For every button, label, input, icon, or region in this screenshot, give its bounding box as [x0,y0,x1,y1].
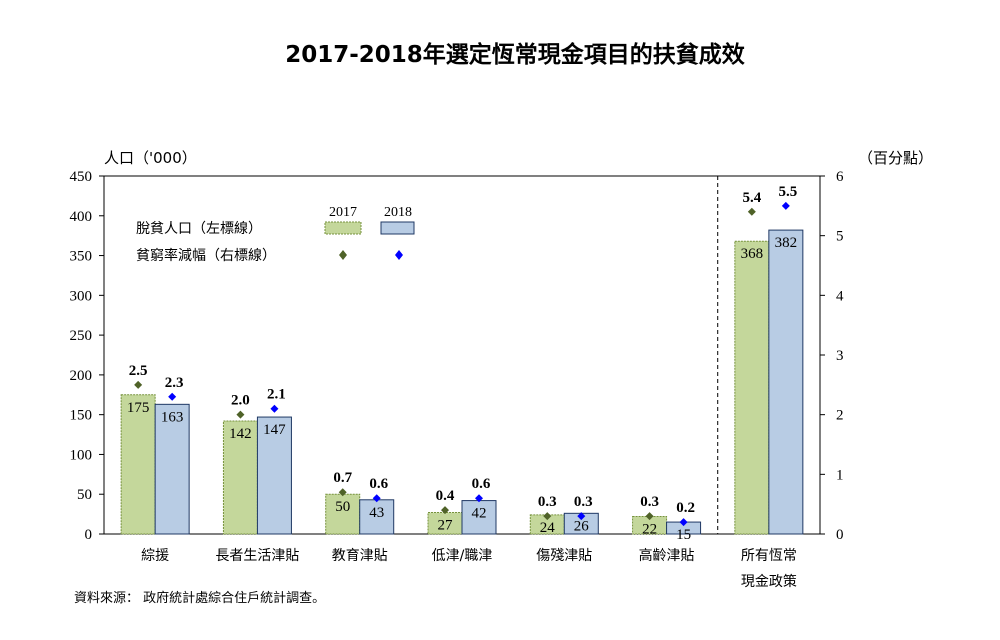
y-left-tick-label: 450 [70,169,93,185]
y-right-tick-label: 1 [836,467,844,483]
legend-year-2017: 2017 [329,205,357,220]
point-value-label-2018-2: 0.6 [369,476,388,492]
point-2017-5 [645,512,654,521]
bar-value-label-2018-0: 163 [161,409,184,425]
y-left-tick-label: 350 [70,249,93,265]
point-value-label-2017-2: 0.7 [333,470,352,486]
y-right-tick-label: 5 [836,229,844,245]
point-2018-2 [372,494,381,503]
point-2018-3 [475,494,483,503]
y-right-tick-label: 3 [836,348,844,364]
point-2017-4 [543,512,552,521]
point-2018-5 [679,518,688,527]
y-right-tick-label: 0 [836,527,844,543]
point-2017-0 [134,380,143,389]
bar-value-label-2017-3: 27 [438,518,454,534]
point-2017-2 [338,488,347,497]
category-label-2: 教育津貼 [332,548,388,564]
point-value-label-2017-0: 2.5 [129,363,148,379]
point-value-label-2017-5: 0.3 [640,494,659,510]
legend-swatch-2017 [324,221,362,235]
bar-value-label-2017-0: 175 [127,400,150,416]
point-2017-6 [747,207,756,216]
point-value-label-2017-3: 0.4 [436,488,455,504]
point-2018-4 [577,512,586,521]
legend-label-poverty-rate: 貧窮率減幅（右標線） [136,247,276,264]
legend-swatch-2018 [380,221,415,235]
point-value-label-2018-5: 0.2 [676,500,695,516]
bar-value-label-2017-1: 142 [229,426,252,442]
y-left-tick-label: 200 [70,368,93,384]
legend: 2017 2018 脫貧人口（左標線） 貧窮率減幅（右標線） [136,205,415,264]
y-left-tick-label: 250 [70,328,93,344]
bar-2018-6 [768,229,804,535]
bar-value-label-2018-4: 26 [574,518,590,534]
category-label-0: 綜援 [141,548,169,564]
y-left-tick-label: 100 [70,447,93,463]
bar-value-label-2018-5: 15 [676,527,691,543]
bar-value-label-2018-1: 147 [263,422,286,438]
bar-2018-2 [359,499,395,535]
bar-2018-1 [256,416,292,535]
bar-2017-6 [734,240,770,535]
point-value-label-2018-0: 2.3 [165,375,184,391]
bar-2017-2 [325,493,361,535]
y-left-tick-label: 300 [70,288,93,304]
point-value-label-2018-6: 5.5 [778,184,797,200]
y-left-tick-label: 0 [85,527,93,543]
bar-2018-0 [154,403,190,535]
plot-area: 0 50 100 150 200 250 300 350 400 450 0 1 2 3 4 5 6 175 163… [70,169,845,590]
point-2018-0 [168,392,177,401]
category-label-1: 長者生活津貼 [215,548,299,564]
point-2018-1 [270,404,279,413]
y-right-tick-label: 4 [836,288,844,304]
point-value-label-2017-6: 5.4 [742,190,761,206]
y-right-tick-label: 2 [836,408,844,424]
bar-value-label-2017-2: 50 [335,499,350,515]
bar-value-label-2018-2: 43 [369,505,384,521]
point-value-label-2018-1: 2.1 [267,387,286,403]
point-2018-6 [781,201,790,210]
point-value-label-2018-4: 0.3 [574,494,593,510]
bar-value-label-2017-4: 24 [540,520,556,536]
y-right-tick-label: 6 [836,169,844,185]
bar-value-label-2018-6: 382 [775,235,798,251]
legend-label-population: 脫貧人口（左標線） [136,221,262,237]
y-left-tick-label: 150 [70,408,93,424]
point-value-label-2017-1: 2.0 [231,393,250,409]
bar-value-label-2017-5: 22 [642,521,657,537]
category-label-5: 高齡津貼 [639,547,695,564]
source-note: 資料來源： 政府統計處綜合住戶統計調查。 [74,590,325,606]
y-axis-right-label: （百分點） [858,149,933,167]
category-label-4: 傷殘津貼 [536,547,592,564]
bar-2018-3 [461,500,497,535]
category-label-6: 所有恆常 [741,548,797,564]
point-value-label-2018-3: 0.6 [472,476,491,492]
y-left-tick-label: 400 [70,209,93,225]
legend-marker-2018 [395,250,403,260]
bar-value-label-2018-3: 42 [472,506,487,522]
category-label-3: 低津/職津 [432,548,493,564]
legend-year-2018: 2018 [384,205,412,220]
point-value-label-2017-4: 0.3 [538,494,557,510]
y-left-tick-label: 50 [77,487,92,503]
category-label-6: 現金政策 [741,573,797,590]
point-2017-1 [236,410,245,419]
chart-title: 2017-2018年選定恆常現金項目的扶貧成效 [285,41,745,68]
bar-2017-1 [222,420,258,535]
bar-value-label-2017-6: 368 [741,246,764,262]
bar-2017-0 [120,394,156,535]
point-2017-3 [441,506,449,515]
legend-marker-2017 [339,250,347,260]
y-axis-left-label: 人口（'000） [104,149,197,167]
